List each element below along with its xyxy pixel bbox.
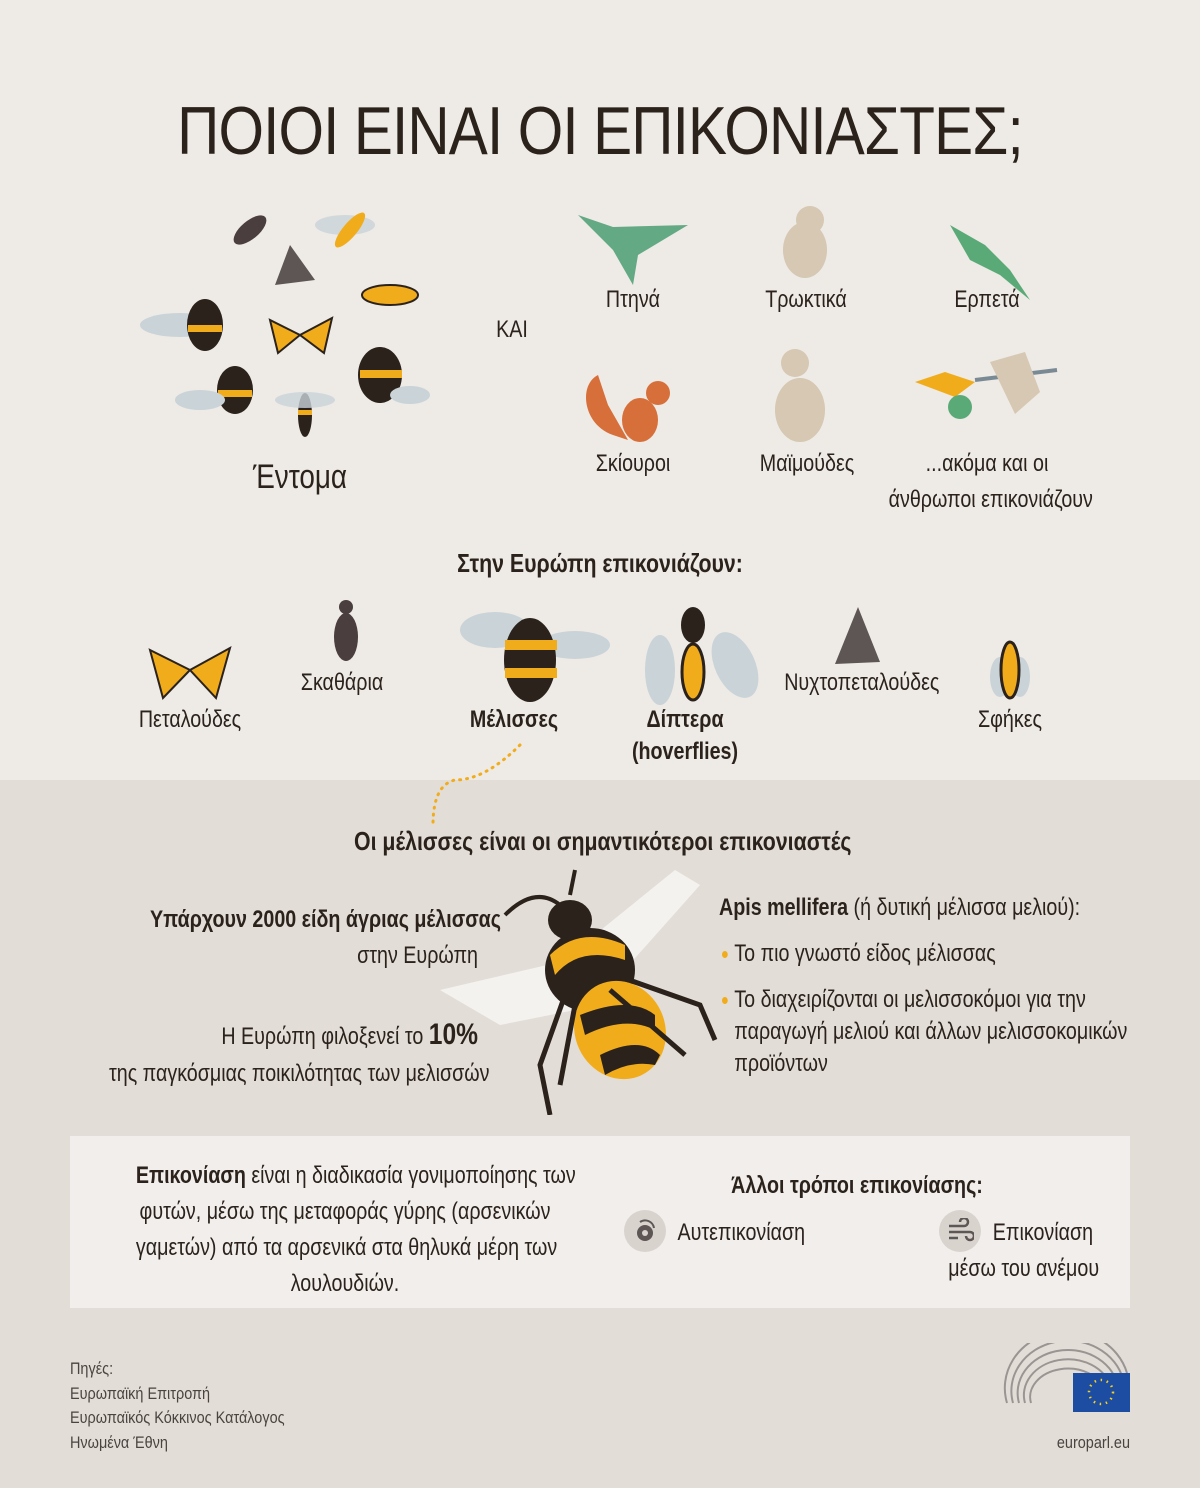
bee-icon xyxy=(175,366,253,414)
definition-line: γαμετών) από τα αρσενικά στα θηλυκά μέρη… xyxy=(135,1234,558,1261)
monkeys-label: Μαϊμούδες xyxy=(759,450,855,477)
rodents-label: Τρωκτικά xyxy=(765,286,847,313)
hoverfly-icon xyxy=(275,392,335,437)
wild-bee-species-text: Υπάρχουν 2000 είδη άγριας μέλισσας xyxy=(150,906,501,933)
wind-pollination-label-1: Επικονίαση xyxy=(992,1219,1094,1246)
definition-line: είναι η διαδικασία γονιμοποίησης των xyxy=(245,1162,576,1189)
bottom-section xyxy=(0,780,1200,1488)
beetles-label: Σκαθάρια xyxy=(300,669,384,696)
definition-text: Επικονίαση είναι η διαδικασία γονιμοποίη… xyxy=(135,1158,576,1302)
mouse-icon xyxy=(783,206,827,278)
source-item: Ηνωμένα Έθνη xyxy=(70,1432,168,1452)
squirrel-icon xyxy=(586,375,670,442)
definition-line: φυτών, μέσω της μεταφοράς γύρης (αρσενικ… xyxy=(139,1198,551,1225)
definition-term: Επικονίαση xyxy=(135,1162,246,1189)
bullet-2: Το διαχειρίζονται οι μελισσοκόμοι για τη… xyxy=(722,984,1127,1080)
hummingbird-icon xyxy=(578,215,688,285)
beetle-icon xyxy=(233,215,267,245)
squirrels-label: Σκίουροι xyxy=(595,450,671,477)
hoverflies-sublabel: (hoverflies) xyxy=(631,738,739,765)
apis-mellifera-name: Apis mellifera xyxy=(719,894,849,921)
bullet-dot xyxy=(722,997,728,1005)
insects-cluster-illustration xyxy=(140,212,430,437)
definition-line: λουλουδιών. xyxy=(290,1270,400,1297)
wasp-icon xyxy=(990,640,1030,700)
hand-brush-flower-icon xyxy=(915,352,1058,419)
wasps-label: Σφήκες xyxy=(978,706,1042,733)
bullet-text: Το πιο γνωστό είδος μέλισσας xyxy=(734,940,996,967)
moths-label: Νυχτοπεταλούδες xyxy=(784,669,940,696)
apis-mellifera-note: (ή δυτική μέλισσα μελιού): xyxy=(848,894,1081,921)
europe-heading: Στην Ευρώπη επικονιάζουν: xyxy=(457,548,743,578)
bee-icon xyxy=(358,347,430,404)
hoverfly-icon xyxy=(645,607,759,705)
dotted-connector xyxy=(431,743,522,827)
bee-icon xyxy=(460,612,610,702)
bullet-text: προϊόντων xyxy=(734,1050,828,1077)
diversity-prefix: Η Ευρώπη φιλοξενεί το xyxy=(221,1023,429,1050)
wind-pollination-label-2: μέσω του ανέμου xyxy=(948,1255,1100,1282)
source-item: Ευρωπαϊκή Επιτροπή xyxy=(70,1383,211,1403)
europe-diversity-text: Η Ευρώπη φιλοξενεί το 10% xyxy=(150,1018,478,1052)
europarl-link[interactable]: europarl.eu xyxy=(1056,1433,1130,1452)
diversity-percent: 10% xyxy=(428,1018,478,1051)
reptiles-label: Ερπετά xyxy=(954,286,1020,313)
moth-icon xyxy=(275,245,315,285)
monkey-icon xyxy=(775,349,825,442)
large-bee-illustration xyxy=(440,869,718,1115)
bullet-1: Το πιο γνωστό είδος μέλισσας xyxy=(722,940,996,968)
wasp-icon xyxy=(315,212,375,248)
humans-label-2: άνθρωποι επικονιάζουν xyxy=(888,486,1093,513)
wild-bee-species-text-2: στην Ευρώπη xyxy=(357,942,478,969)
lizard-icon xyxy=(950,225,1030,300)
humans-label-1: ...ακόμα και οι xyxy=(925,450,1049,477)
apis-mellifera-heading: Apis mellifera (ή δυτική μέλισσα μελιού)… xyxy=(719,894,1080,922)
wind-icon xyxy=(939,1210,981,1252)
sources-heading: Πηγές: xyxy=(70,1359,114,1378)
butterfly-icon xyxy=(268,316,334,355)
butterfly-icon xyxy=(148,645,232,700)
insects-label: Έντομα xyxy=(252,458,348,496)
bees-label: Μέλισσες xyxy=(469,706,559,733)
sources-list: Πηγές: Ευρωπαϊκή Επιτροπή Ευρωπαϊκός Κόκ… xyxy=(70,1357,285,1455)
bullet-dot xyxy=(722,951,728,959)
butterflies-label: Πεταλούδες xyxy=(138,706,242,733)
hoverfly-icon xyxy=(361,284,419,306)
other-ways-heading: Άλλοι τρόποι επικονίασης: xyxy=(731,1172,983,1199)
bee-icon xyxy=(140,299,223,351)
bullet-text: Το διαχειρίζονται οι μελισσοκόμοι για τη… xyxy=(734,986,1086,1013)
moth-icon xyxy=(835,607,880,664)
bullet-text: παραγωγή μελιού και άλλων μελισσοκομικών xyxy=(734,1018,1128,1045)
page-title: ΠΟΙΟΙ ΕΙΝΑΙ ΟΙ ΕΠΙΚΟΝΙΑΣΤΕΣ; xyxy=(177,93,1024,169)
self-pollination-icon xyxy=(624,1210,666,1252)
self-pollination-label: Αυτεπικονίαση xyxy=(677,1219,806,1246)
bees-heading: Οι μέλισσες είναι οι σημαντικότεροι επικ… xyxy=(354,826,852,856)
birds-label: Πτηνά xyxy=(605,286,661,313)
and-label: ΚΑΙ xyxy=(496,316,528,343)
source-item: Ευρωπαϊκός Κόκκινος Κατάλογος xyxy=(70,1408,285,1427)
beetle-icon xyxy=(334,600,358,661)
european-parliament-logo xyxy=(1003,1343,1130,1412)
europe-diversity-text-2: της παγκόσμιας ποικιλότητας των μελισσών xyxy=(109,1060,490,1087)
hoverflies-label: Δίπτερα xyxy=(646,706,724,733)
